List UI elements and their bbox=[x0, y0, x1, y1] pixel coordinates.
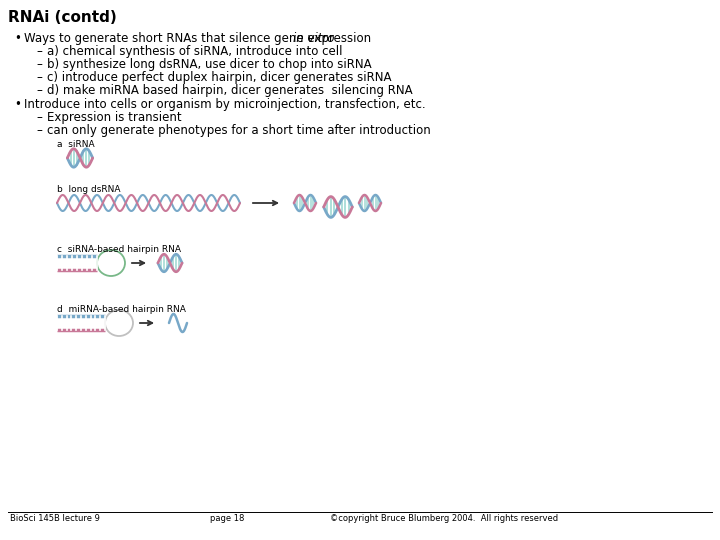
Text: BioSci 145B lecture 9: BioSci 145B lecture 9 bbox=[10, 514, 100, 523]
Text: a) chemical synthesis of siRNA, introduce into cell: a) chemical synthesis of siRNA, introduc… bbox=[47, 45, 343, 58]
Text: c  siRNA-based hairpin RNA: c siRNA-based hairpin RNA bbox=[57, 245, 181, 254]
Text: Introduce into cells or organism by microinjection, transfection, etc.: Introduce into cells or organism by micr… bbox=[24, 98, 426, 111]
Text: b) synthesize long dsRNA, use dicer to chop into siRNA: b) synthesize long dsRNA, use dicer to c… bbox=[47, 58, 372, 71]
Text: •: • bbox=[14, 98, 21, 111]
Text: b  long dsRNA: b long dsRNA bbox=[57, 185, 120, 194]
Text: –: – bbox=[36, 58, 42, 71]
Ellipse shape bbox=[105, 310, 133, 336]
Text: page 18: page 18 bbox=[210, 514, 244, 523]
Text: –: – bbox=[36, 84, 42, 97]
Text: –: – bbox=[36, 124, 42, 137]
Text: in vitro: in vitro bbox=[293, 32, 335, 45]
Text: –: – bbox=[36, 71, 42, 84]
Text: d  miRNA-based hairpin RNA: d miRNA-based hairpin RNA bbox=[57, 305, 186, 314]
Text: –: – bbox=[36, 111, 42, 124]
Text: can only generate phenotypes for a short time after introduction: can only generate phenotypes for a short… bbox=[47, 124, 431, 137]
Text: •: • bbox=[14, 32, 21, 45]
Text: ©copyright Bruce Blumberg 2004.  All rights reserved: ©copyright Bruce Blumberg 2004. All righ… bbox=[330, 514, 558, 523]
Ellipse shape bbox=[97, 250, 125, 276]
Text: Ways to generate short RNAs that silence gene expression: Ways to generate short RNAs that silence… bbox=[24, 32, 375, 45]
Text: c) introduce perfect duplex hairpin, dicer generates siRNA: c) introduce perfect duplex hairpin, dic… bbox=[47, 71, 392, 84]
Text: d) make miRNA based hairpin, dicer generates  silencing RNA: d) make miRNA based hairpin, dicer gener… bbox=[47, 84, 413, 97]
Text: –: – bbox=[36, 45, 42, 58]
Text: a  siRNA: a siRNA bbox=[57, 140, 94, 149]
Text: Expression is transient: Expression is transient bbox=[47, 111, 181, 124]
Text: RNAi (contd): RNAi (contd) bbox=[8, 10, 117, 25]
